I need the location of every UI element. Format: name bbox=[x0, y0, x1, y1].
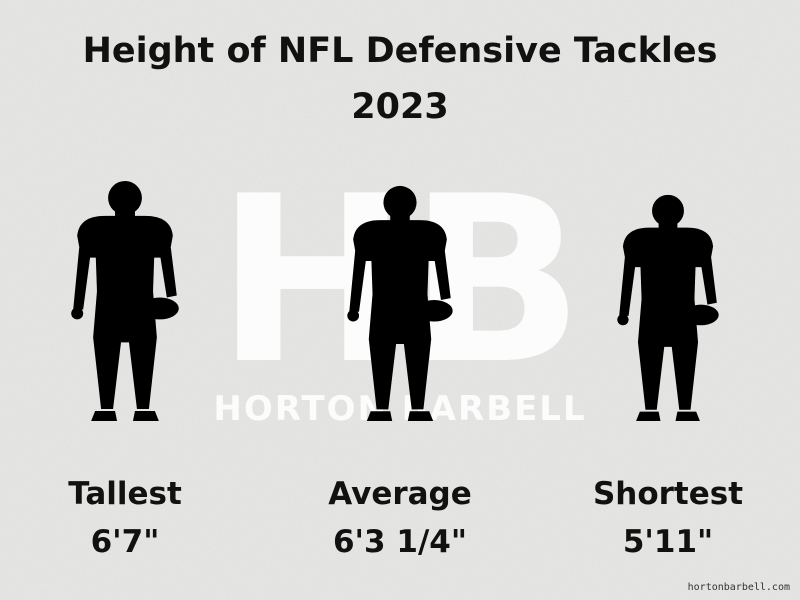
title-line: Height of NFL Defensive Tackles bbox=[83, 31, 718, 71]
player-label: Shortest bbox=[593, 476, 743, 512]
footer-url: hortonbarbell.com bbox=[688, 582, 790, 593]
title-line: 2023 bbox=[351, 87, 448, 127]
player-height: 5'11" bbox=[623, 524, 713, 560]
player-label: Tallest bbox=[68, 476, 182, 512]
player-height: 6'3 1/4" bbox=[333, 524, 467, 560]
watermark-text: HORTON BARBELL bbox=[213, 389, 586, 429]
player-label: Average bbox=[328, 476, 472, 512]
player-height: 6'7" bbox=[91, 524, 160, 560]
